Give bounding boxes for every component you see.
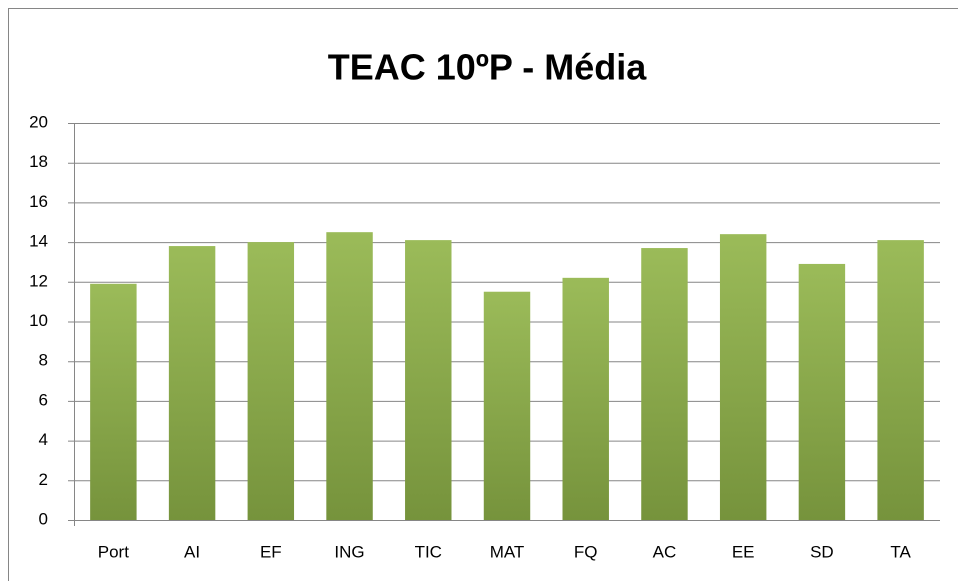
y-tick-label: 10	[29, 311, 48, 330]
chart-title: TEAC 10ºP - Média	[328, 47, 648, 88]
bar	[90, 283, 137, 520]
bar	[247, 242, 295, 520]
bar	[719, 234, 767, 520]
y-tick-label: 8	[39, 351, 48, 370]
y-tick-label: 4	[39, 430, 48, 449]
x-tick-label: SD	[810, 542, 834, 561]
bar	[641, 248, 688, 520]
x-tick-label: TA	[890, 542, 911, 561]
bar	[168, 246, 216, 520]
x-tick-label: Port	[98, 542, 129, 561]
x-tick-label: MAT	[490, 542, 525, 561]
bar	[405, 240, 452, 521]
bar	[798, 263, 846, 520]
y-tick-label: 2	[39, 470, 48, 489]
x-tick-label: EE	[732, 542, 755, 561]
y-tick-label: 16	[29, 192, 48, 211]
x-tick-label: AC	[653, 542, 677, 561]
x-tick-label: FQ	[574, 542, 598, 561]
bar	[877, 240, 924, 521]
y-tick-label: 20	[29, 112, 48, 131]
y-tick-label: 0	[39, 509, 48, 528]
bar	[326, 232, 373, 521]
y-tick-label: 12	[29, 271, 48, 290]
y-tick-label: 18	[29, 152, 48, 171]
bar	[483, 291, 531, 520]
chart-border	[8, 8, 958, 581]
bar	[562, 277, 609, 520]
x-tick-label: ING	[334, 542, 364, 561]
x-tick-label: AI	[184, 542, 200, 561]
y-tick-label: 14	[29, 232, 48, 251]
x-tick-label: EF	[260, 542, 282, 561]
y-tick-label: 6	[39, 390, 48, 409]
x-tick-label: TIC	[415, 542, 442, 561]
